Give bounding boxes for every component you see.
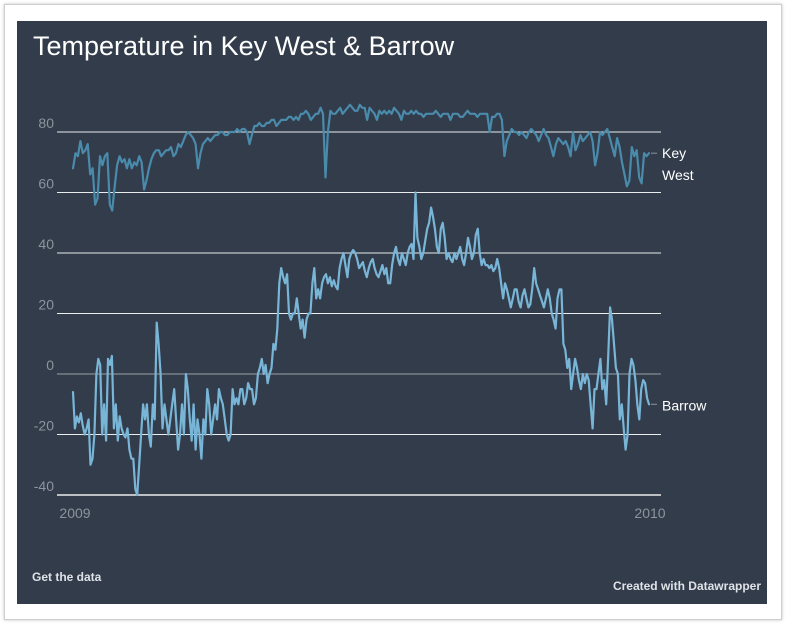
series-label-0-1: West [662,167,694,183]
x-tick-label-1: 2010 [634,505,665,521]
y-tick-label-4: 0 [46,357,54,373]
chart-panel: Temperature in Key West & Barrow 80 60 40 2… [17,21,767,604]
y-tick-label-0: 80 [38,115,54,131]
chart-title: Temperature in Key West & Barrow [33,31,455,61]
x-tick-label-0: 2009 [59,505,90,521]
y-tick-label-6: -40 [34,478,54,494]
series-label-1-0: Barrow [662,397,707,413]
y-tick-label-2: 40 [38,236,54,252]
y-tick-label-5: -20 [34,418,54,434]
series-line-key-west [71,103,651,212]
series-line-barrow [71,191,651,497]
line-chart: 80 60 40 20 0 -20 -40 2009 2010 Key West Barrow [34,103,707,521]
y-tick-label-3: 20 [38,297,54,313]
get-the-data-link[interactable]: Get the data [32,570,102,584]
series-label-0-0: Key [662,145,686,161]
y-tick-label-1: 60 [38,176,54,192]
datawrapper-credit: Created with Datawrapper [612,579,761,593]
